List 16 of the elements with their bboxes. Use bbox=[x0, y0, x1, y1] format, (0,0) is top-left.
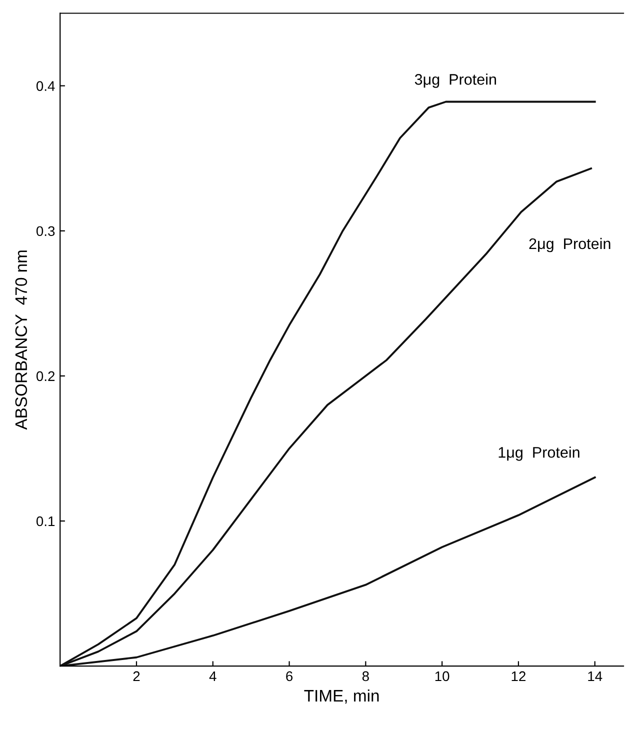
y-axis-title: ABSORBANCY 470 nm bbox=[15, 250, 28, 430]
series-label: 2μg Protein bbox=[529, 238, 610, 252]
x-tick-label: 12 bbox=[512, 671, 526, 682]
x-axis-title: TIME, min bbox=[304, 689, 379, 704]
x-tick-label: 10 bbox=[435, 671, 450, 682]
series-label: 1μg Protein bbox=[498, 446, 580, 461]
x-tick-label: 4 bbox=[209, 671, 216, 682]
x-tick-label: 14 bbox=[588, 671, 602, 682]
series-label: 3μg Protein bbox=[414, 74, 496, 88]
x-tick-label: 8 bbox=[362, 671, 369, 682]
x-tick-label: 6 bbox=[286, 671, 293, 682]
x-tick-label: 2 bbox=[133, 671, 140, 682]
y-tick-label: 0.3 bbox=[36, 226, 55, 236]
y-tick-label: 0.4 bbox=[36, 81, 55, 91]
y-tick-label: 0.2 bbox=[36, 371, 55, 382]
y-tick-label: 0.1 bbox=[36, 516, 55, 526]
